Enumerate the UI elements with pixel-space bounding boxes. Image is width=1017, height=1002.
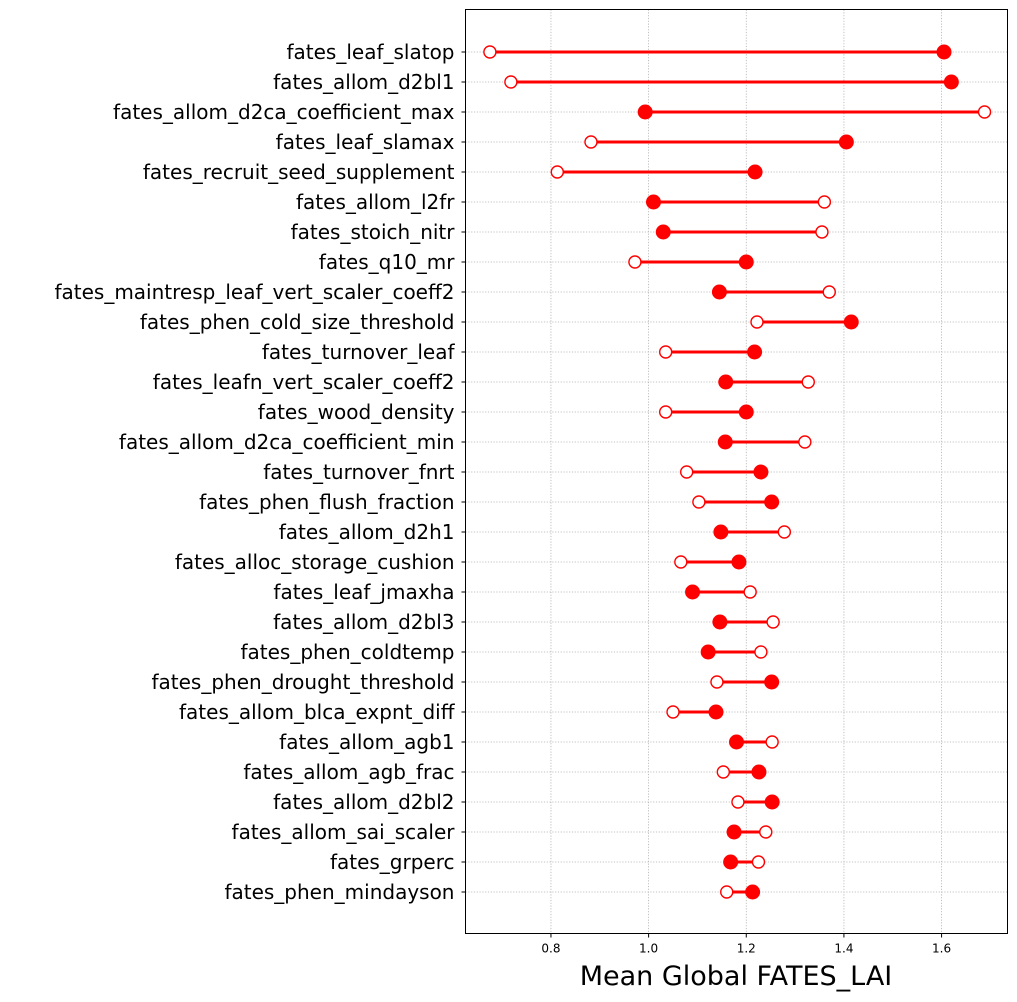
- open-point: [716, 765, 731, 779]
- open-point: [731, 795, 745, 809]
- open-point: [674, 555, 688, 569]
- y-tick-label: fates_allom_d2ca_coefficient_min: [119, 430, 455, 454]
- filled-point: [747, 344, 763, 360]
- open-point: [628, 255, 642, 269]
- x-tick-label: 0.8: [541, 942, 560, 956]
- open-point: [759, 825, 773, 839]
- y-tick-label: fates_turnover_leaf: [262, 340, 456, 364]
- filled-point: [717, 434, 733, 450]
- y-tick-label: fates_allom_d2bl1: [273, 70, 454, 94]
- y-tick-label: fates_stoich_nitr: [291, 220, 456, 244]
- y-tick-label: fates_wood_density: [258, 400, 455, 424]
- open-point: [765, 735, 779, 749]
- open-point: [679, 465, 694, 479]
- y-tick-label: fates_recruit_seed_supplement: [143, 160, 455, 184]
- y-tick-label: fates_allom_blca_expnt_diff: [179, 700, 456, 724]
- open-point: [750, 315, 764, 329]
- open-point: [977, 105, 992, 119]
- open-point: [658, 345, 673, 359]
- filled-point: [708, 704, 724, 720]
- filled-point: [753, 464, 769, 480]
- filled-point: [723, 854, 739, 870]
- y-tick-label: fates_leaf_slamax: [276, 130, 455, 154]
- open-point: [584, 135, 598, 149]
- filled-point: [747, 164, 763, 180]
- filled-point: [712, 614, 728, 630]
- filled-point: [943, 74, 959, 90]
- open-point: [658, 405, 673, 419]
- open-point: [483, 45, 497, 59]
- x-tick-labels: 0.8 1.0 1.2 1.4 1.6: [541, 933, 951, 956]
- y-tick-label: fates_phen_mindayson: [224, 880, 454, 904]
- y-tick-label: fates_allom_l2fr: [296, 190, 455, 214]
- open-point: [504, 75, 518, 89]
- y-tick-label: fates_turnover_fnrt: [263, 460, 454, 484]
- filled-point: [764, 674, 780, 690]
- y-tick-label: fates_maintresp_leaf_vert_scaler_coeff2: [54, 280, 454, 304]
- open-point: [798, 435, 812, 449]
- filled-point: [685, 584, 701, 600]
- x-axis-title: Mean Global FATES_LAI: [580, 961, 893, 992]
- y-tick-label: fates_allom_d2ca_coefficient_max: [113, 100, 455, 124]
- filled-point: [745, 884, 761, 900]
- y-tick-label: fates_phen_cold_size_threshold: [140, 310, 455, 334]
- open-point: [754, 645, 768, 659]
- open-point: [692, 495, 706, 509]
- y-tick-label: fates_q10_mr: [319, 250, 455, 274]
- filled-point: [726, 824, 742, 840]
- open-point: [743, 585, 757, 599]
- open-point: [815, 225, 829, 239]
- open-point: [666, 705, 680, 719]
- open-point: [550, 165, 564, 179]
- open-point: [817, 195, 832, 209]
- y-tick-label: fates_phen_flush_fraction: [199, 490, 454, 514]
- open-point: [822, 285, 836, 299]
- y-tick-label: fates_phen_coldtemp: [240, 640, 454, 664]
- y-tick-label: fates_leaf_jmaxha: [273, 580, 454, 604]
- filled-point: [731, 554, 747, 570]
- filled-point: [637, 104, 653, 120]
- open-point: [751, 855, 766, 869]
- series-layer: [483, 44, 992, 900]
- x-tick-label: 1.6: [932, 942, 951, 956]
- filled-point: [764, 794, 780, 810]
- x-tick-label: 1.2: [737, 942, 756, 956]
- y-tick-label: fates_allom_d2bl2: [273, 790, 454, 814]
- filled-point: [843, 314, 859, 330]
- filled-point: [738, 254, 754, 270]
- x-tick-label: 1.4: [834, 942, 853, 956]
- open-point: [801, 375, 815, 389]
- open-point: [710, 675, 724, 689]
- y-tick-label: fates_allom_agb_frac: [243, 760, 454, 784]
- filled-point: [700, 644, 716, 660]
- open-point: [766, 615, 780, 629]
- filled-point: [764, 494, 780, 510]
- y-tick-label: fates_allom_agb1: [279, 730, 454, 754]
- y-tick-labels: fates_leaf_slatop fates_allom_d2bl1 fates_…: [54, 40, 466, 904]
- filled-point: [711, 284, 727, 300]
- filled-point: [936, 44, 952, 60]
- open-point: [777, 525, 792, 539]
- y-tick-label: fates_allom_sai_scaler: [232, 820, 456, 844]
- y-tick-label: fates_leaf_slatop: [286, 40, 454, 64]
- y-tick-label: fates_grperc: [330, 850, 455, 874]
- filled-point: [838, 134, 854, 150]
- filled-point: [713, 524, 729, 540]
- x-tick-label: 1.0: [639, 942, 658, 956]
- filled-point: [751, 764, 767, 780]
- filled-point: [718, 374, 734, 390]
- y-tick-label: fates_allom_d2h1: [279, 520, 455, 544]
- filled-point: [645, 194, 661, 210]
- filled-point: [655, 224, 671, 240]
- filled-point: [729, 734, 744, 750]
- y-tick-label: fates_allom_d2bl3: [273, 610, 454, 634]
- filled-point: [738, 404, 754, 420]
- y-tick-label: fates_leafn_vert_scaler_coeff2: [153, 370, 455, 394]
- y-tick-label: fates_alloc_storage_cushion: [175, 550, 455, 574]
- y-tick-label: fates_phen_drought_threshold: [151, 670, 454, 694]
- open-point: [720, 885, 734, 899]
